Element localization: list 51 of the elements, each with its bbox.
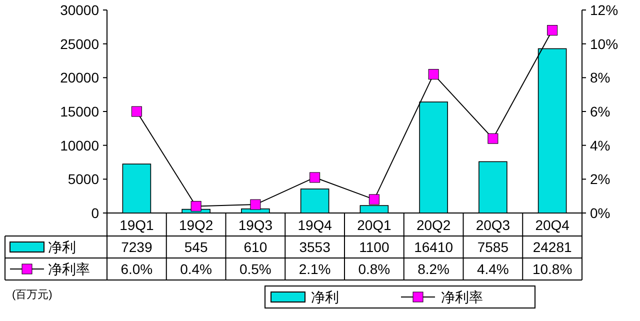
point xyxy=(250,199,261,210)
y-tick-label: 5000 xyxy=(68,171,100,188)
data-label: 8.2% xyxy=(418,261,450,277)
legend-item-净利率: 净利率 xyxy=(400,289,483,305)
data-label: 7585 xyxy=(477,239,509,255)
point xyxy=(190,200,202,212)
data-label: 6.0% xyxy=(120,261,153,277)
point xyxy=(131,106,142,117)
x-tick-label: 19Q1 xyxy=(120,217,154,233)
data-label: 0.4% xyxy=(180,261,212,277)
data-label: 16410 xyxy=(414,239,454,255)
y2-tick-label: 2% xyxy=(590,171,610,188)
data-label: 7239 xyxy=(121,239,152,255)
y2-tick-label: 4% xyxy=(590,137,610,154)
y2-tick-label: 12% xyxy=(590,2,618,18)
data-label: 24281 xyxy=(532,239,572,255)
text: (百万元) xyxy=(12,289,52,301)
x-tick-label: 19Q4 xyxy=(298,217,332,233)
x-tick-label: 19Q2 xyxy=(178,217,214,233)
data-label: 10.8% xyxy=(532,261,572,277)
legend-item-净利: 净利 xyxy=(270,289,339,305)
point xyxy=(368,194,380,205)
point xyxy=(310,172,320,183)
y-tick-label: 10000 xyxy=(60,137,100,154)
y-tick-label: 0 xyxy=(91,205,100,221)
x-tick-label: 20Q2 xyxy=(416,217,451,233)
x-tick-label: 20Q3 xyxy=(476,217,510,233)
y2-tick-label: 8% xyxy=(590,70,610,86)
data-label: 1100 xyxy=(359,239,390,255)
data-label: 610 xyxy=(244,239,268,255)
legend-label: 净利率 xyxy=(48,261,90,277)
y2-tick-label: 10% xyxy=(590,36,618,52)
y2-tick-label: 0% xyxy=(590,205,610,221)
data-label: 545 xyxy=(184,239,208,255)
data-label: 3553 xyxy=(299,239,331,255)
point xyxy=(428,69,439,80)
data-label: 4.4% xyxy=(476,261,509,277)
y-tick-label: 15000 xyxy=(60,104,100,120)
data-label: 0.5% xyxy=(239,261,272,277)
data-label: 0.8% xyxy=(358,261,390,277)
legend-label: 净利 xyxy=(48,239,76,255)
data-label: 2.1% xyxy=(298,261,331,277)
point xyxy=(547,25,558,36)
y-tick-label: 30000 xyxy=(60,2,100,18)
y-tick-label: 25000 xyxy=(60,36,100,52)
y2-tick-label: 6% xyxy=(590,104,610,120)
x-tick-label: 19Q3 xyxy=(238,217,273,233)
x-tick-label: 20Q4 xyxy=(535,217,570,233)
y-tick-label: 20000 xyxy=(60,70,100,86)
x-tick-label: 20Q1 xyxy=(357,217,392,233)
point xyxy=(488,133,498,144)
